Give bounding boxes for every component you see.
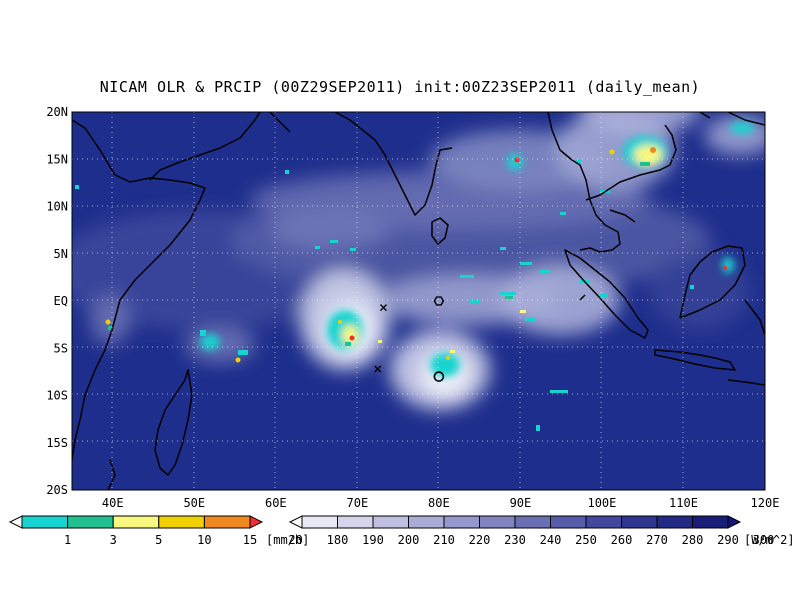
lat-tick-label: 10N	[46, 200, 68, 214]
map-title: NICAM OLR & PRCIP (00Z29SEP2011) init:00…	[99, 78, 701, 96]
olr-swatch	[585, 515, 622, 529]
longitude-labels: 40E 50E 60E 70E 80E 90E 100E 110E 120E	[102, 496, 780, 510]
precip-swatch	[158, 515, 205, 529]
lon-tick-label: 80E	[428, 496, 450, 510]
olr-tick-label: 220	[469, 533, 491, 547]
olr-tick-label: 180	[327, 533, 349, 547]
olr-tick-label: 230	[504, 533, 526, 547]
map-frame	[71, 111, 766, 491]
olr-high-arrow	[727, 515, 742, 529]
lon-tick-label: 50E	[183, 496, 205, 510]
map-plot-area	[72, 112, 765, 490]
gridlines	[72, 112, 765, 490]
olr-swatch	[621, 515, 658, 529]
lon-tick-label: 90E	[510, 496, 532, 510]
lat-tick-label: 15S	[46, 436, 68, 450]
precip-tick-label: 15	[243, 533, 257, 547]
precip-colorbar: 1 3 5 10 15 20[mm/h]	[8, 515, 309, 547]
precip-tick-label: 1	[64, 533, 71, 547]
olr-tick-label: 190	[362, 533, 384, 547]
precip-tick-label: 3	[110, 533, 117, 547]
hexagon-marker	[433, 296, 445, 306]
olr-swatch	[408, 515, 445, 529]
latitude-labels: 20N 15N 10N 5N EQ 5S 10S 15S 20S	[46, 105, 68, 497]
olr-tick-label: 270	[646, 533, 668, 547]
olr-swatch	[372, 515, 409, 529]
lat-tick-label: 15N	[46, 152, 68, 166]
lat-tick-label: 10S	[46, 389, 68, 403]
lat-tick-label: EQ	[54, 294, 68, 308]
lon-tick-label: 60E	[265, 496, 287, 510]
precip-swatch	[67, 515, 114, 529]
precip-unit-label: [mm/h]	[266, 533, 309, 547]
olr-swatch	[550, 515, 587, 529]
olr-tick-label: 250	[575, 533, 597, 547]
olr-tick-label: 200	[398, 533, 420, 547]
olr-colorbar: 180 190 200 210 220 230 240 250 260 270 280 290 300[…	[288, 515, 795, 547]
olr-unit-label: [W/m^2]	[744, 533, 795, 547]
precip-tick-label: 10	[197, 533, 211, 547]
precip-high-arrow	[249, 515, 264, 529]
lat-tick-label: 5S	[54, 341, 68, 355]
lon-tick-label: 100E	[587, 496, 616, 510]
lon-tick-label: 110E	[669, 496, 698, 510]
station-markers	[374, 296, 445, 382]
olr-swatch	[443, 515, 480, 529]
olr-swatch	[692, 515, 729, 529]
olr-swatch	[479, 515, 516, 529]
lon-tick-label: 70E	[347, 496, 369, 510]
olr-tick-label: 290	[717, 533, 739, 547]
olr-swatch	[656, 515, 693, 529]
x-marker	[379, 304, 387, 312]
olr-swatch	[337, 515, 374, 529]
x-marker	[374, 365, 382, 373]
lat-tick-label: 20S	[46, 483, 68, 497]
precip-tick-label: 5	[155, 533, 162, 547]
olr-tick-label: 240	[540, 533, 562, 547]
precip-swatch	[21, 515, 69, 529]
precip-tick-label: 20	[288, 533, 302, 547]
circle-marker	[433, 371, 445, 382]
olr-tick-label: 300	[753, 533, 775, 547]
lon-tick-label: 40E	[102, 496, 124, 510]
coastlines	[72, 112, 765, 490]
olr-tick-label: 210	[433, 533, 455, 547]
precip-swatch	[203, 515, 251, 529]
lat-tick-label: 20N	[46, 105, 68, 119]
lat-tick-label: 5N	[54, 247, 68, 261]
olr-tick-label: 260	[611, 533, 633, 547]
olr-low-arrow	[288, 515, 303, 529]
lon-tick-label: 120E	[751, 496, 780, 510]
precipitation-field	[75, 122, 754, 431]
olr-tick-label: 280	[682, 533, 704, 547]
precip-swatch	[112, 515, 160, 529]
olr-swatch	[514, 515, 551, 529]
olr-swatch	[301, 515, 338, 529]
precip-low-arrow	[8, 515, 23, 529]
